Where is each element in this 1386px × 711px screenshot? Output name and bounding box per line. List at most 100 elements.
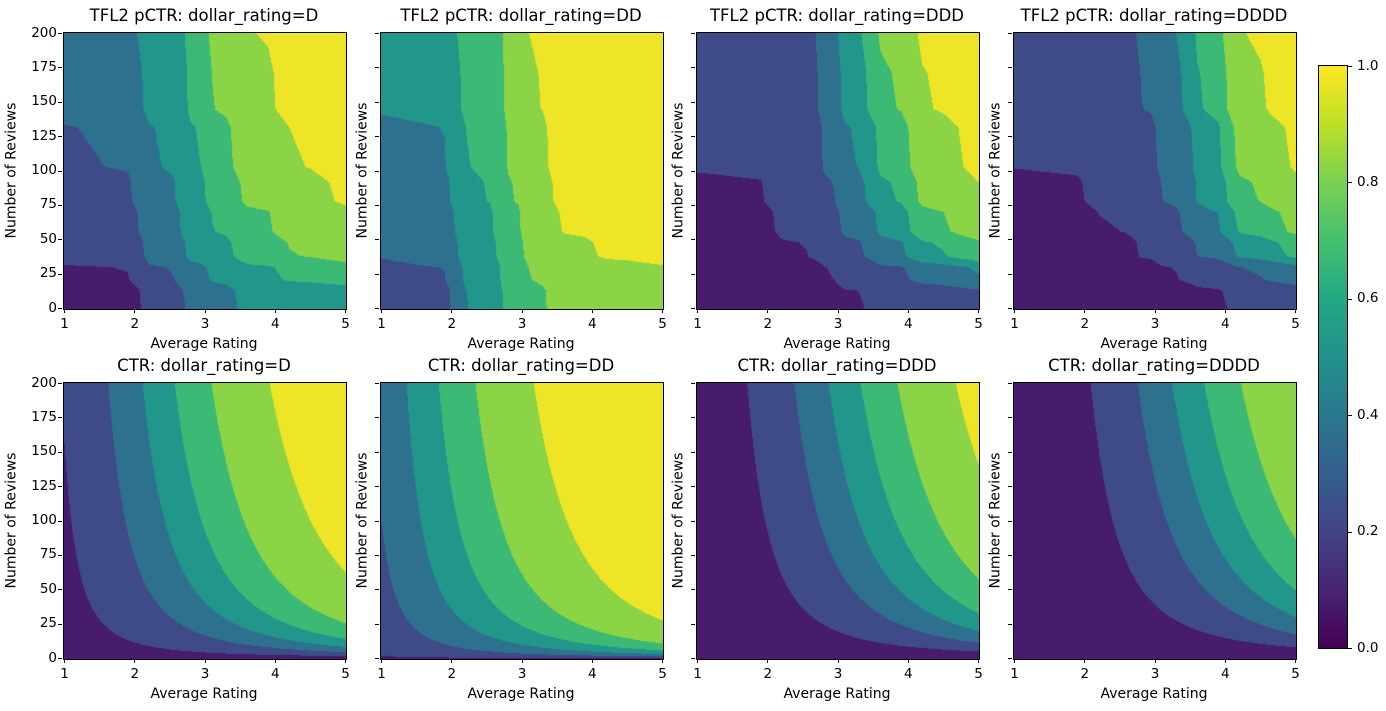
colorbar-tick-mark xyxy=(1347,182,1352,184)
y-tick-mark xyxy=(375,623,379,625)
y-tick-mark xyxy=(691,589,695,591)
axes-frame xyxy=(1013,32,1297,310)
x-axis-label: Average Rating xyxy=(1100,336,1208,352)
y-tick-label: 75 xyxy=(39,196,57,213)
axes-frame xyxy=(696,382,980,660)
y-tick-mark xyxy=(58,136,62,138)
y-tick-label: 50 xyxy=(39,580,57,597)
colorbar-tick-mark xyxy=(1347,531,1352,533)
contour-plot-canvas xyxy=(64,383,346,659)
x-tick-label: 3 xyxy=(1150,316,1160,332)
x-tick-mark xyxy=(1154,309,1156,313)
y-tick-mark xyxy=(375,658,379,659)
x-axis-label: Average Rating xyxy=(783,686,891,702)
x-tick-mark xyxy=(134,659,136,663)
x-tick-mark xyxy=(521,659,523,663)
x-tick-mark xyxy=(907,659,909,663)
y-tick-mark xyxy=(691,33,695,34)
y-tick-mark xyxy=(691,239,695,241)
x-tick-mark xyxy=(767,309,769,313)
colorbar-tick-label: 0.2 xyxy=(1357,523,1379,540)
contour-plot-canvas xyxy=(64,33,346,309)
colorbar-tick-mark xyxy=(1347,415,1352,417)
y-tick-mark xyxy=(375,204,379,206)
x-tick-mark xyxy=(1224,309,1226,313)
colorbar-tick-label: 0.6 xyxy=(1357,290,1379,307)
contour-plot-canvas xyxy=(697,33,979,309)
subplot-title: CTR: dollar_rating=DD xyxy=(427,356,615,375)
x-tick-mark xyxy=(134,309,136,313)
x-tick-mark xyxy=(1014,659,1015,663)
subplot-title: TFL2 pCTR: dollar_rating=DDD xyxy=(709,6,965,25)
x-axis-label: Average Rating xyxy=(467,686,575,702)
y-tick-mark xyxy=(1008,417,1012,419)
colorbar-tick-mark xyxy=(1347,648,1352,649)
y-tick-mark xyxy=(691,520,695,522)
y-tick-mark xyxy=(691,623,695,625)
contour-plot-canvas xyxy=(1014,383,1296,659)
y-tick-mark xyxy=(58,67,62,69)
y-tick-mark xyxy=(58,451,62,453)
x-tick-label: 5 xyxy=(658,316,667,332)
y-tick-mark xyxy=(375,589,379,591)
y-tick-mark xyxy=(58,554,62,556)
y-tick-mark xyxy=(1008,658,1012,659)
y-tick-mark xyxy=(58,520,62,522)
x-tick-mark xyxy=(521,309,523,313)
x-tick-label: 4 xyxy=(903,666,913,682)
x-tick-label: 5 xyxy=(974,666,983,682)
x-tick-label: 4 xyxy=(1220,316,1230,332)
y-axis-label: Number of Reviews xyxy=(987,452,1004,589)
y-tick-mark xyxy=(691,554,695,556)
y-tick-mark xyxy=(375,451,379,453)
axes-frame xyxy=(1013,382,1297,660)
y-tick-label: 0 xyxy=(48,299,57,316)
y-tick-mark xyxy=(1008,520,1012,522)
x-tick-mark xyxy=(345,309,346,313)
y-tick-mark xyxy=(691,204,695,206)
y-tick-mark xyxy=(58,101,62,103)
contour-subplot-ddd-row1: CTR: dollar_rating=DDD Average Rating Nu… xyxy=(671,356,983,702)
x-tick-label: 5 xyxy=(341,316,350,332)
y-tick-mark xyxy=(1008,486,1012,488)
x-tick-label: 3 xyxy=(200,666,210,682)
y-tick-mark xyxy=(375,554,379,556)
subplot-title: TFL2 pCTR: dollar_rating=D xyxy=(89,6,319,25)
x-tick-label: 2 xyxy=(1080,316,1090,332)
y-tick-mark xyxy=(1008,204,1012,206)
y-tick-mark xyxy=(375,67,379,69)
x-tick-label: 4 xyxy=(270,316,280,332)
x-tick-mark xyxy=(591,659,593,663)
y-tick-mark xyxy=(58,383,62,384)
x-tick-label: 5 xyxy=(1291,316,1300,332)
y-tick-mark xyxy=(1008,170,1012,172)
x-tick-label: 2 xyxy=(130,666,140,682)
y-tick-mark xyxy=(58,239,62,241)
x-tick-label: 4 xyxy=(270,666,280,682)
y-tick-mark xyxy=(375,486,379,488)
y-axis-label: Number of Reviews xyxy=(354,102,371,239)
x-tick-mark xyxy=(1014,309,1015,313)
y-tick-label: 150 xyxy=(31,93,57,110)
y-tick-label: 50 xyxy=(39,230,57,247)
x-tick-label: 2 xyxy=(130,316,140,332)
y-tick-mark xyxy=(1008,273,1012,275)
x-tick-label: 1 xyxy=(1010,666,1019,682)
x-tick-mark xyxy=(204,659,206,663)
y-tick-mark xyxy=(691,67,695,69)
x-tick-mark xyxy=(697,659,698,663)
y-tick-mark xyxy=(1008,67,1012,69)
x-tick-label: 2 xyxy=(763,666,773,682)
y-tick-mark xyxy=(58,589,62,591)
y-tick-mark xyxy=(375,417,379,419)
colorbar-tick-label: 0.0 xyxy=(1357,639,1379,656)
x-tick-mark xyxy=(837,309,839,313)
y-tick-mark xyxy=(58,273,62,275)
y-tick-mark xyxy=(58,308,62,309)
x-tick-mark xyxy=(381,309,382,313)
x-tick-label: 2 xyxy=(1080,666,1090,682)
y-axis-label: Number of Reviews xyxy=(354,452,371,589)
subplot-title: CTR: dollar_rating=DDDD xyxy=(1048,356,1260,375)
y-tick-mark xyxy=(1008,451,1012,453)
